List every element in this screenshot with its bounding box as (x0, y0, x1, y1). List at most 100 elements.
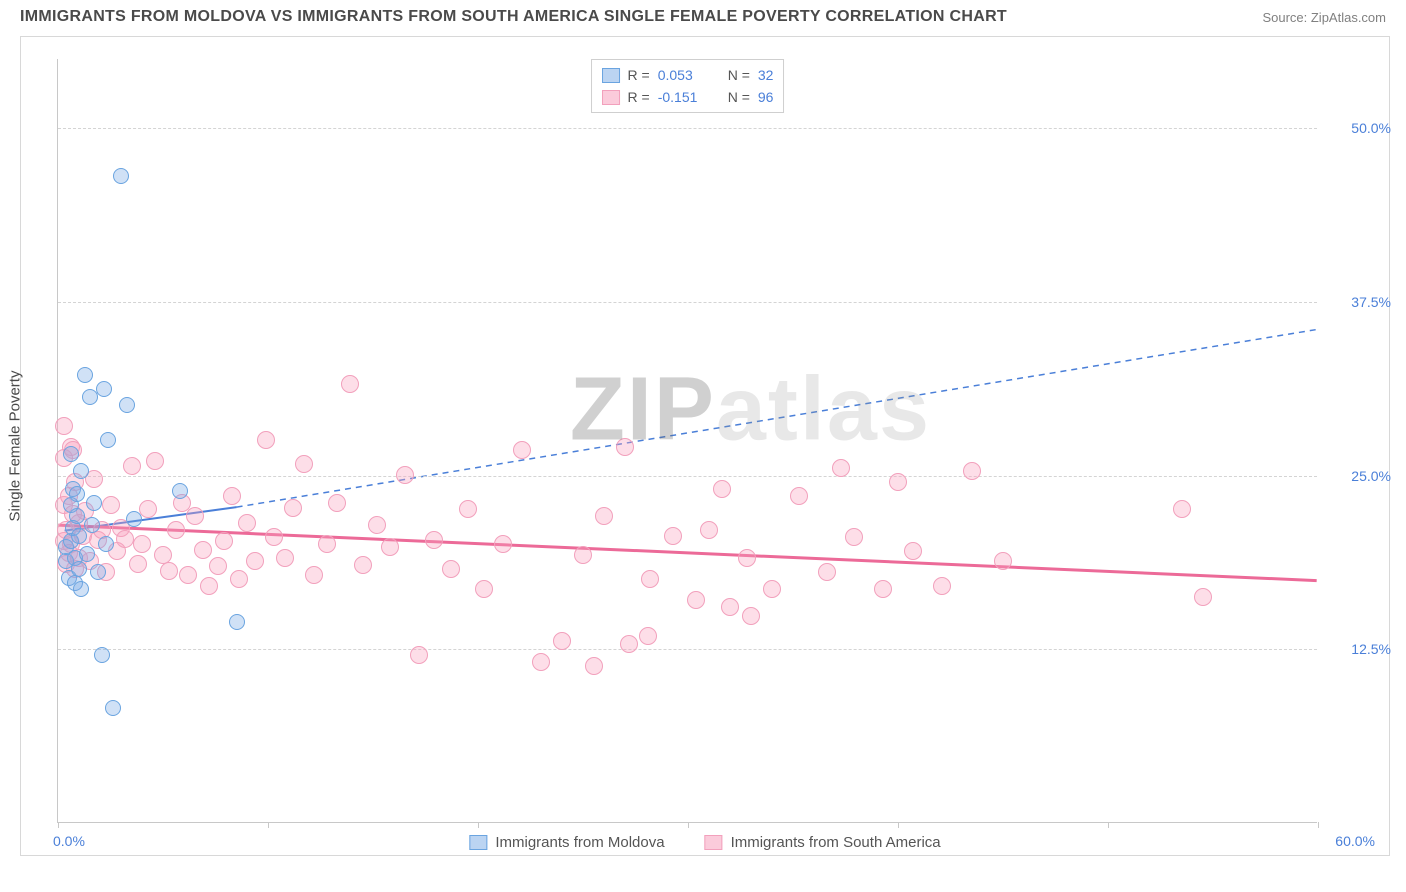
data-point (713, 480, 731, 498)
data-point (123, 457, 141, 475)
gridline (58, 302, 1317, 303)
data-point (553, 632, 571, 650)
data-point (223, 487, 241, 505)
data-point (396, 466, 414, 484)
y-tick-label: 12.5% (1327, 641, 1391, 657)
data-point (595, 507, 613, 525)
data-point (295, 455, 313, 473)
x-tick (898, 822, 899, 828)
data-point (100, 432, 116, 448)
gridline (58, 649, 1317, 650)
data-point (318, 535, 336, 553)
data-point (200, 577, 218, 595)
data-point (86, 495, 102, 511)
trend-lines (58, 59, 1317, 822)
data-point (305, 566, 323, 584)
data-point (160, 562, 178, 580)
data-point (276, 549, 294, 567)
x-tick (688, 822, 689, 828)
data-point (700, 521, 718, 539)
data-point (904, 542, 922, 560)
data-point (146, 452, 164, 470)
data-point (721, 598, 739, 616)
data-point (119, 397, 135, 413)
y-tick-label: 50.0% (1327, 120, 1391, 136)
data-point (1173, 500, 1191, 518)
plot-area: ZIPatlas R = 0.053 N = 32 R = -0.151 N =… (57, 59, 1317, 823)
x-max-label: 60.0% (1335, 833, 1375, 849)
data-point (172, 483, 188, 499)
data-point (1194, 588, 1212, 606)
y-axis-label: Single Female Poverty (7, 371, 24, 522)
data-point (410, 646, 428, 664)
data-point (71, 561, 87, 577)
source-label: Source: ZipAtlas.com (1262, 10, 1386, 25)
data-point (55, 417, 73, 435)
data-point (129, 555, 147, 573)
data-point (215, 532, 233, 550)
legend-label: Immigrants from South America (731, 834, 941, 851)
data-point (354, 556, 372, 574)
data-point (425, 531, 443, 549)
data-point (98, 536, 114, 552)
swatch-pink-icon (705, 835, 723, 850)
data-point (90, 564, 106, 580)
data-point (513, 441, 531, 459)
gridline (58, 476, 1317, 477)
data-point (186, 507, 204, 525)
data-point (73, 581, 89, 597)
data-point (738, 549, 756, 567)
data-point (933, 577, 951, 595)
x-tick (1108, 822, 1109, 828)
data-point (116, 530, 134, 548)
data-point (71, 528, 87, 544)
data-point (832, 459, 850, 477)
data-point (77, 367, 93, 383)
data-point (994, 552, 1012, 570)
data-point (84, 517, 100, 533)
data-point (265, 528, 283, 546)
x-tick (268, 822, 269, 828)
data-point (82, 389, 98, 405)
data-point (368, 516, 386, 534)
legend-series: Immigrants from Moldova Immigrants from … (469, 834, 940, 851)
x-tick (478, 822, 479, 828)
data-point (763, 580, 781, 598)
data-point (69, 486, 85, 502)
data-point (284, 499, 302, 517)
y-tick-label: 25.0% (1327, 468, 1391, 484)
data-point (229, 614, 245, 630)
data-point (133, 535, 151, 553)
data-point (113, 168, 129, 184)
swatch-pink-icon (602, 90, 620, 105)
data-point (96, 381, 112, 397)
data-point (641, 570, 659, 588)
data-point (818, 563, 836, 581)
data-point (167, 521, 185, 539)
data-point (69, 508, 85, 524)
x-tick (1318, 822, 1319, 828)
data-point (73, 463, 89, 479)
legend-stats-row-blue: R = 0.053 N = 32 (602, 64, 774, 86)
data-point (687, 591, 705, 609)
data-point (963, 462, 981, 480)
chart-container: Single Female Poverty ZIPatlas R = 0.053… (20, 36, 1390, 856)
data-point (889, 473, 907, 491)
data-point (742, 607, 760, 625)
data-point (381, 538, 399, 556)
data-point (664, 527, 682, 545)
legend-label: Immigrants from Moldova (495, 834, 664, 851)
data-point (209, 557, 227, 575)
data-point (102, 496, 120, 514)
data-point (105, 700, 121, 716)
data-point (620, 635, 638, 653)
swatch-blue-icon (469, 835, 487, 850)
data-point (257, 431, 275, 449)
data-point (246, 552, 264, 570)
legend-item-moldova: Immigrants from Moldova (469, 834, 664, 851)
data-point (194, 541, 212, 559)
data-point (179, 566, 197, 584)
data-point (63, 446, 79, 462)
chart-title: IMMIGRANTS FROM MOLDOVA VS IMMIGRANTS FR… (20, 8, 1007, 26)
legend-stats: R = 0.053 N = 32 R = -0.151 N = 96 (591, 59, 785, 113)
